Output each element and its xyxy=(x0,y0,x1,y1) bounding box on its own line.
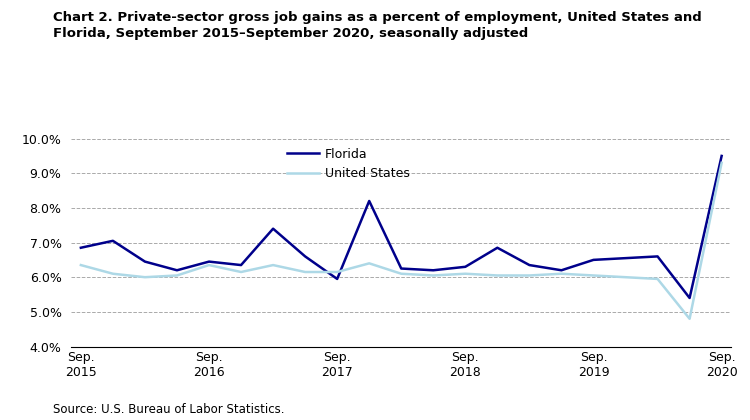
Florida xyxy=(364,199,374,204)
Florida xyxy=(109,238,118,243)
United States xyxy=(140,275,149,280)
United States xyxy=(429,273,438,278)
United States xyxy=(268,262,278,268)
United States xyxy=(525,273,534,278)
United States xyxy=(717,160,726,165)
United States xyxy=(557,271,566,276)
United States xyxy=(109,271,118,276)
Florida xyxy=(333,276,342,281)
United States xyxy=(205,262,214,268)
Line: Florida: Florida xyxy=(81,156,722,298)
Florida xyxy=(493,245,502,250)
United States xyxy=(685,316,694,321)
Florida xyxy=(557,268,566,273)
Florida xyxy=(76,245,86,250)
Florida xyxy=(717,153,726,158)
Florida xyxy=(460,264,470,269)
Florida xyxy=(301,254,310,259)
Florida xyxy=(429,268,438,273)
United States xyxy=(172,273,182,278)
United States xyxy=(236,270,245,275)
Florida xyxy=(653,254,662,259)
United States xyxy=(333,270,342,275)
Legend: Florida, United States: Florida, United States xyxy=(282,143,415,185)
United States xyxy=(76,262,86,268)
United States xyxy=(589,273,598,278)
United States xyxy=(653,276,662,281)
Florida xyxy=(140,259,149,264)
Florida xyxy=(205,259,214,264)
United States xyxy=(364,261,374,266)
United States xyxy=(493,273,502,278)
Florida xyxy=(397,266,406,271)
Florida xyxy=(268,226,278,231)
Florida xyxy=(525,262,534,268)
United States xyxy=(621,275,630,280)
Florida xyxy=(589,257,598,262)
Florida xyxy=(621,256,630,261)
United States xyxy=(460,271,470,276)
Text: Source: U.S. Bureau of Labor Statistics.: Source: U.S. Bureau of Labor Statistics. xyxy=(53,403,284,416)
United States xyxy=(397,271,406,276)
Line: United States: United States xyxy=(81,163,722,319)
Text: Chart 2. Private-sector gross job gains as a percent of employment, United State: Chart 2. Private-sector gross job gains … xyxy=(53,10,701,40)
Florida xyxy=(236,262,245,268)
United States xyxy=(301,270,310,275)
Florida xyxy=(172,268,182,273)
Florida xyxy=(685,295,694,300)
